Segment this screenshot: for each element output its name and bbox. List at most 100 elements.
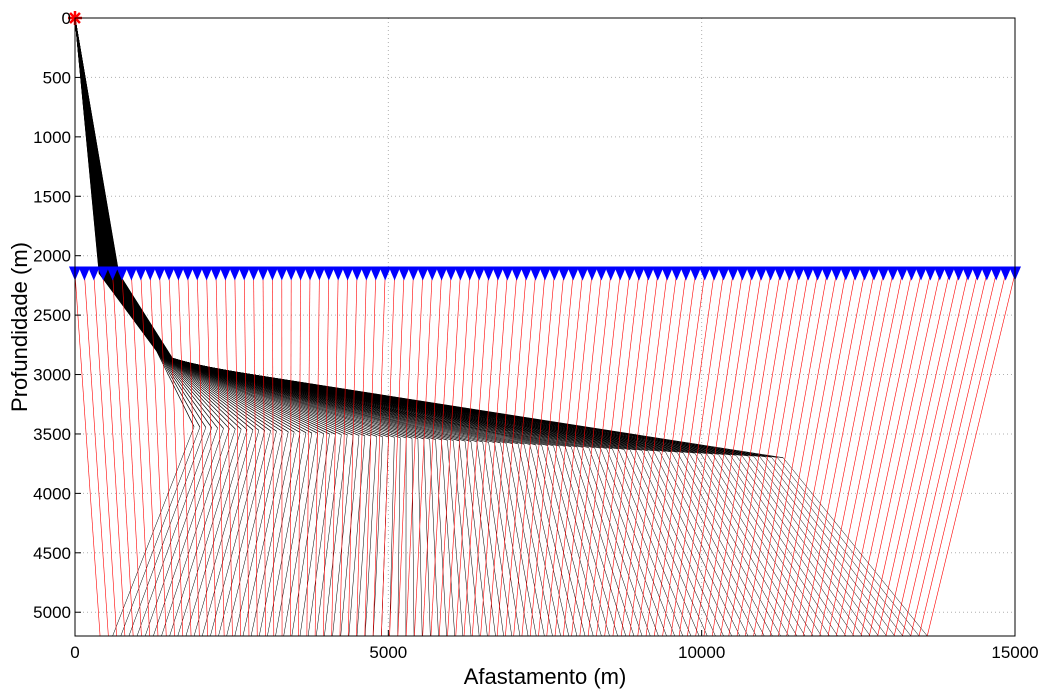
upgoing-ray — [885, 273, 969, 637]
transmitted-ray — [765, 456, 904, 637]
receiver-triangle — [764, 266, 777, 281]
upgoing-ray — [546, 273, 583, 637]
transmitted-ray — [364, 436, 377, 637]
y-tick-label: 5000 — [33, 603, 71, 622]
upgoing-ray — [112, 273, 134, 637]
transmitted-ray — [777, 457, 920, 637]
receiver-triangle — [275, 266, 288, 281]
upgoing-ray — [869, 273, 950, 637]
transmitted-ray — [234, 431, 283, 637]
receiver-triangle — [557, 266, 570, 281]
receiver-triangle — [811, 266, 824, 281]
transmitted-ray — [676, 452, 781, 637]
transmitted-ray — [476, 441, 504, 637]
receiver-triangle — [266, 266, 279, 281]
upgoing-ray — [877, 273, 959, 637]
receiver-triangle — [87, 266, 100, 281]
upgoing-ray — [918, 273, 1006, 637]
transmitted-ray — [185, 429, 248, 637]
receiver-triangle — [839, 266, 852, 281]
transmitted-ray — [169, 428, 236, 637]
receiver-triangle — [228, 266, 241, 281]
upgoing-ray — [262, 273, 266, 637]
upgoing-ray — [438, 273, 461, 637]
receiver-triangle — [191, 266, 204, 281]
upgoing-ray — [893, 273, 978, 637]
upgoing-ray — [381, 273, 395, 637]
receiver-triangle — [586, 266, 598, 281]
transmitted-ray — [529, 444, 578, 637]
receiver-triangle — [416, 266, 429, 281]
transmitted-ray — [647, 450, 741, 637]
receiver-triangle — [435, 266, 448, 281]
transmitted-ray — [547, 445, 602, 637]
upgoing-ray — [243, 273, 250, 637]
receiver-triangle — [426, 266, 439, 281]
receiver-triangle — [181, 266, 194, 281]
upgoing-ray — [703, 273, 762, 637]
transmitted-ray — [226, 431, 277, 637]
receiver-triangle — [134, 266, 147, 281]
transmitted-ray — [653, 450, 749, 637]
receiver-triangle — [473, 266, 486, 281]
receiver-triangle — [689, 266, 702, 281]
transmitted-ray — [500, 442, 537, 637]
transmitted-ray — [564, 446, 627, 637]
upgoing-ray — [629, 273, 677, 637]
receiver-triangle — [623, 266, 636, 281]
upgoing-ray — [331, 273, 339, 637]
y-tick-label: 4000 — [33, 484, 71, 503]
receiver-triangle — [886, 266, 899, 281]
upgoing-ray — [670, 273, 724, 637]
receiver-triangle — [247, 266, 260, 281]
receiver-triangle — [595, 266, 608, 281]
receiver-triangle — [755, 266, 768, 281]
upgoing-ray — [447, 273, 471, 637]
upgoing-ray — [121, 273, 142, 637]
transmitted-ray — [316, 434, 342, 637]
receiver-triangle — [313, 266, 326, 281]
upgoing-ray — [902, 273, 988, 637]
upgoing-ray — [496, 273, 527, 637]
transmitted-ray — [682, 452, 789, 637]
receiver-triangle — [858, 266, 871, 281]
receiver-triangle — [943, 266, 956, 281]
transmitted-ray — [629, 449, 716, 637]
receiver-triangle — [407, 266, 420, 281]
receiver-triangle — [614, 266, 627, 281]
upgoing-ray — [159, 273, 175, 637]
upgoing-ray — [422, 273, 442, 637]
receiver-triangle — [567, 266, 580, 281]
transmitted-ray — [759, 456, 895, 637]
receiver-triangle — [698, 266, 711, 281]
upgoing-ray — [910, 273, 997, 637]
upgoing-ray — [168, 273, 184, 637]
upgoing-rays — [74, 273, 1016, 637]
transmitted-ray — [541, 444, 594, 637]
upgoing-ray — [844, 273, 922, 637]
transmitted-ray — [307, 434, 336, 637]
upgoing-ray — [637, 273, 687, 637]
upgoing-ray — [372, 273, 386, 637]
transmitted-ray — [423, 438, 431, 637]
transmitted-ray — [193, 429, 254, 637]
transmitted-ray — [494, 442, 529, 637]
transmitted-ray — [283, 433, 319, 637]
upgoing-ray — [802, 273, 875, 637]
transmitted-ray — [242, 431, 289, 637]
transmitted-ray — [120, 427, 201, 637]
upgoing-ray — [513, 273, 546, 637]
transmitted-ray — [340, 435, 360, 637]
transmitted-ray — [332, 435, 354, 637]
transmitted-ray — [688, 452, 798, 637]
transmitted-ray — [435, 439, 447, 637]
upgoing-ray — [206, 273, 217, 637]
x-tick-label: 0 — [70, 643, 79, 662]
receiver-triangle — [482, 266, 495, 281]
y-tick-label: 3500 — [33, 425, 71, 444]
y-axis-label: Profundidade (m) — [7, 242, 32, 412]
transmitted-ray — [582, 447, 651, 637]
receiver-triangle — [388, 266, 401, 281]
upgoing-ray — [93, 273, 117, 637]
upgoing-ray — [84, 273, 109, 637]
